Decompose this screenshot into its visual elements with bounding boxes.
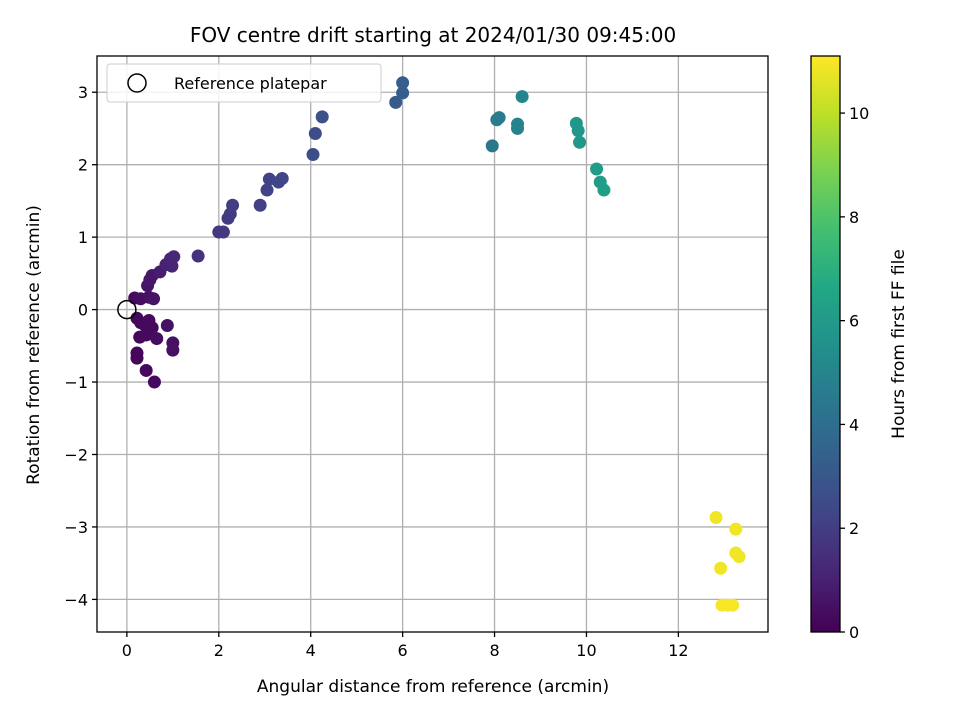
- grid-layer: [97, 56, 768, 632]
- x-tick-label: 12: [668, 641, 688, 660]
- scatter-point: [306, 148, 320, 162]
- x-tick-label: 0: [122, 641, 132, 660]
- colorbar: 0 2 4 6 8 10 Hours from first FF file: [810, 55, 909, 642]
- x-tick-label: 10: [576, 641, 596, 660]
- scatter-point: [315, 110, 329, 124]
- scatter-point: [590, 162, 604, 176]
- scatter-point: [216, 225, 230, 239]
- scatter-point: [160, 319, 174, 333]
- legend-marker-open-circle: [127, 73, 147, 93]
- y-axis-ticks: −4 −3 −2 −1 0 1 2 3: [64, 83, 97, 609]
- scatter-point: [166, 343, 180, 357]
- scatter-point: [275, 171, 289, 185]
- scatter-point: [226, 198, 240, 212]
- x-axis-ticks: 0 2 4 6 8 10 12: [122, 632, 689, 660]
- scatter-point: [396, 86, 410, 100]
- scatter-point: [165, 259, 179, 273]
- scatter-point: [308, 127, 322, 141]
- scatter-point: [485, 139, 499, 153]
- plot-frame: [96, 55, 769, 633]
- scatter-point: [573, 135, 587, 149]
- colorbar-tick-label: 8: [849, 208, 859, 227]
- x-tick-label: 4: [306, 641, 316, 660]
- colorbar-tick-label: 4: [849, 415, 859, 434]
- scatter-point: [139, 363, 153, 377]
- colorbar-tick-label: 0: [849, 623, 859, 642]
- scatter-point: [597, 183, 611, 197]
- scatter-point: [150, 332, 164, 346]
- y-tick-label: 1: [78, 228, 88, 247]
- y-tick-label: −1: [64, 373, 88, 392]
- chart-title: FOV centre drift starting at 2024/01/30 …: [190, 23, 676, 47]
- x-tick-label: 6: [398, 641, 408, 660]
- scatter-point: [515, 90, 529, 104]
- reference-point-marker: [117, 299, 137, 320]
- colorbar-ticks: 0 2 4 6 8 10: [840, 104, 869, 642]
- scatter-point: [147, 292, 161, 306]
- y-tick-label: 3: [78, 83, 88, 102]
- y-tick-label: −4: [64, 590, 88, 609]
- x-axis-label: Angular distance from reference (arcmin): [257, 677, 609, 697]
- y-tick-label: −2: [64, 445, 88, 464]
- y-tick-label: −3: [64, 518, 88, 537]
- legend-box: [106, 63, 382, 103]
- colorbar-label: Hours from first FF file: [889, 249, 909, 439]
- scatter-point: [260, 183, 274, 197]
- scatter-point: [253, 198, 267, 212]
- legend: Reference platepar: [106, 63, 382, 103]
- colorbar-tick-label: 10: [849, 104, 869, 123]
- y-tick-label: 2: [78, 156, 88, 175]
- y-tick-label: 0: [78, 301, 88, 320]
- scatter-points: [128, 76, 746, 612]
- y-axis-label: Rotation from reference (arcmin): [24, 205, 44, 485]
- colorbar-tick-label: 6: [849, 312, 859, 331]
- scatter-point: [714, 561, 728, 575]
- scatter-point: [511, 121, 525, 135]
- scatter-point: [729, 522, 743, 536]
- scatter-point: [709, 511, 723, 525]
- x-tick-label: 8: [489, 641, 499, 660]
- scatter-point: [726, 598, 740, 612]
- scatter-point: [492, 111, 506, 125]
- legend-label: Reference platepar: [174, 74, 327, 93]
- scatter-point: [130, 351, 144, 365]
- scatter-point: [191, 249, 205, 263]
- x-tick-label: 2: [214, 641, 224, 660]
- colorbar-gradient: [810, 55, 841, 633]
- scatter-point: [732, 550, 746, 564]
- scatter-point: [389, 95, 403, 109]
- colorbar-tick-label: 2: [849, 519, 859, 538]
- scatter-point: [571, 124, 585, 138]
- scatter-point: [396, 76, 410, 90]
- scatter-point: [147, 375, 161, 389]
